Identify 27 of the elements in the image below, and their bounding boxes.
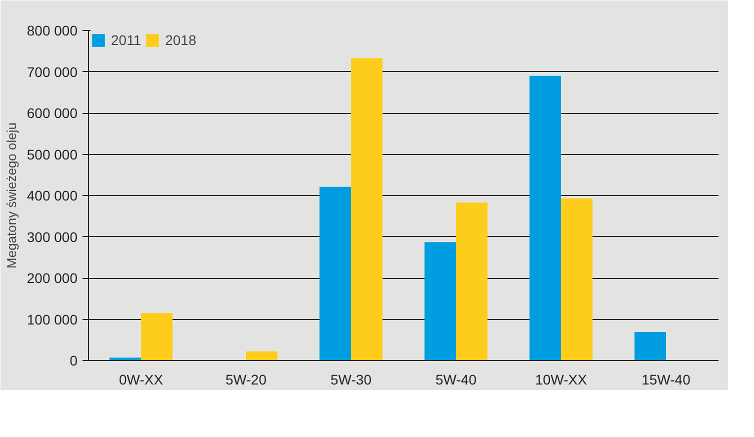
bar	[634, 332, 666, 360]
bar	[320, 186, 351, 360]
x-tick-label: 5W-30	[330, 372, 372, 388]
y-tick-label: 0	[70, 352, 78, 368]
bar	[351, 58, 382, 360]
bar	[456, 202, 488, 360]
bar	[530, 76, 561, 360]
y-tick-label: 700 000	[26, 64, 78, 80]
y-axis-title: Megatony świeżego oleju	[4, 122, 19, 268]
bar	[561, 198, 592, 360]
y-tick-label: 200 000	[26, 270, 78, 286]
bar	[424, 242, 456, 360]
legend-label: 2018	[165, 32, 196, 48]
x-tick-label: 10W-XX	[535, 372, 588, 388]
y-tick-label: 600 000	[26, 105, 78, 121]
y-tick-label: 500 000	[26, 146, 78, 162]
bar	[141, 313, 172, 360]
legend-label: 2011	[111, 32, 142, 48]
y-tick-label: 300 000	[26, 228, 78, 245]
x-tick-label: 0W-XX	[118, 372, 164, 388]
x-tick-label: 15W-40	[642, 372, 691, 388]
y-tick-label: 800 000	[26, 22, 78, 38]
bar	[246, 351, 278, 360]
x-tick-label: 5W-20	[226, 372, 267, 388]
y-tick-label: 400 000	[26, 188, 78, 204]
y-tick-label: 100 000	[26, 311, 78, 328]
x-tick-label: 5W-40	[436, 372, 477, 388]
